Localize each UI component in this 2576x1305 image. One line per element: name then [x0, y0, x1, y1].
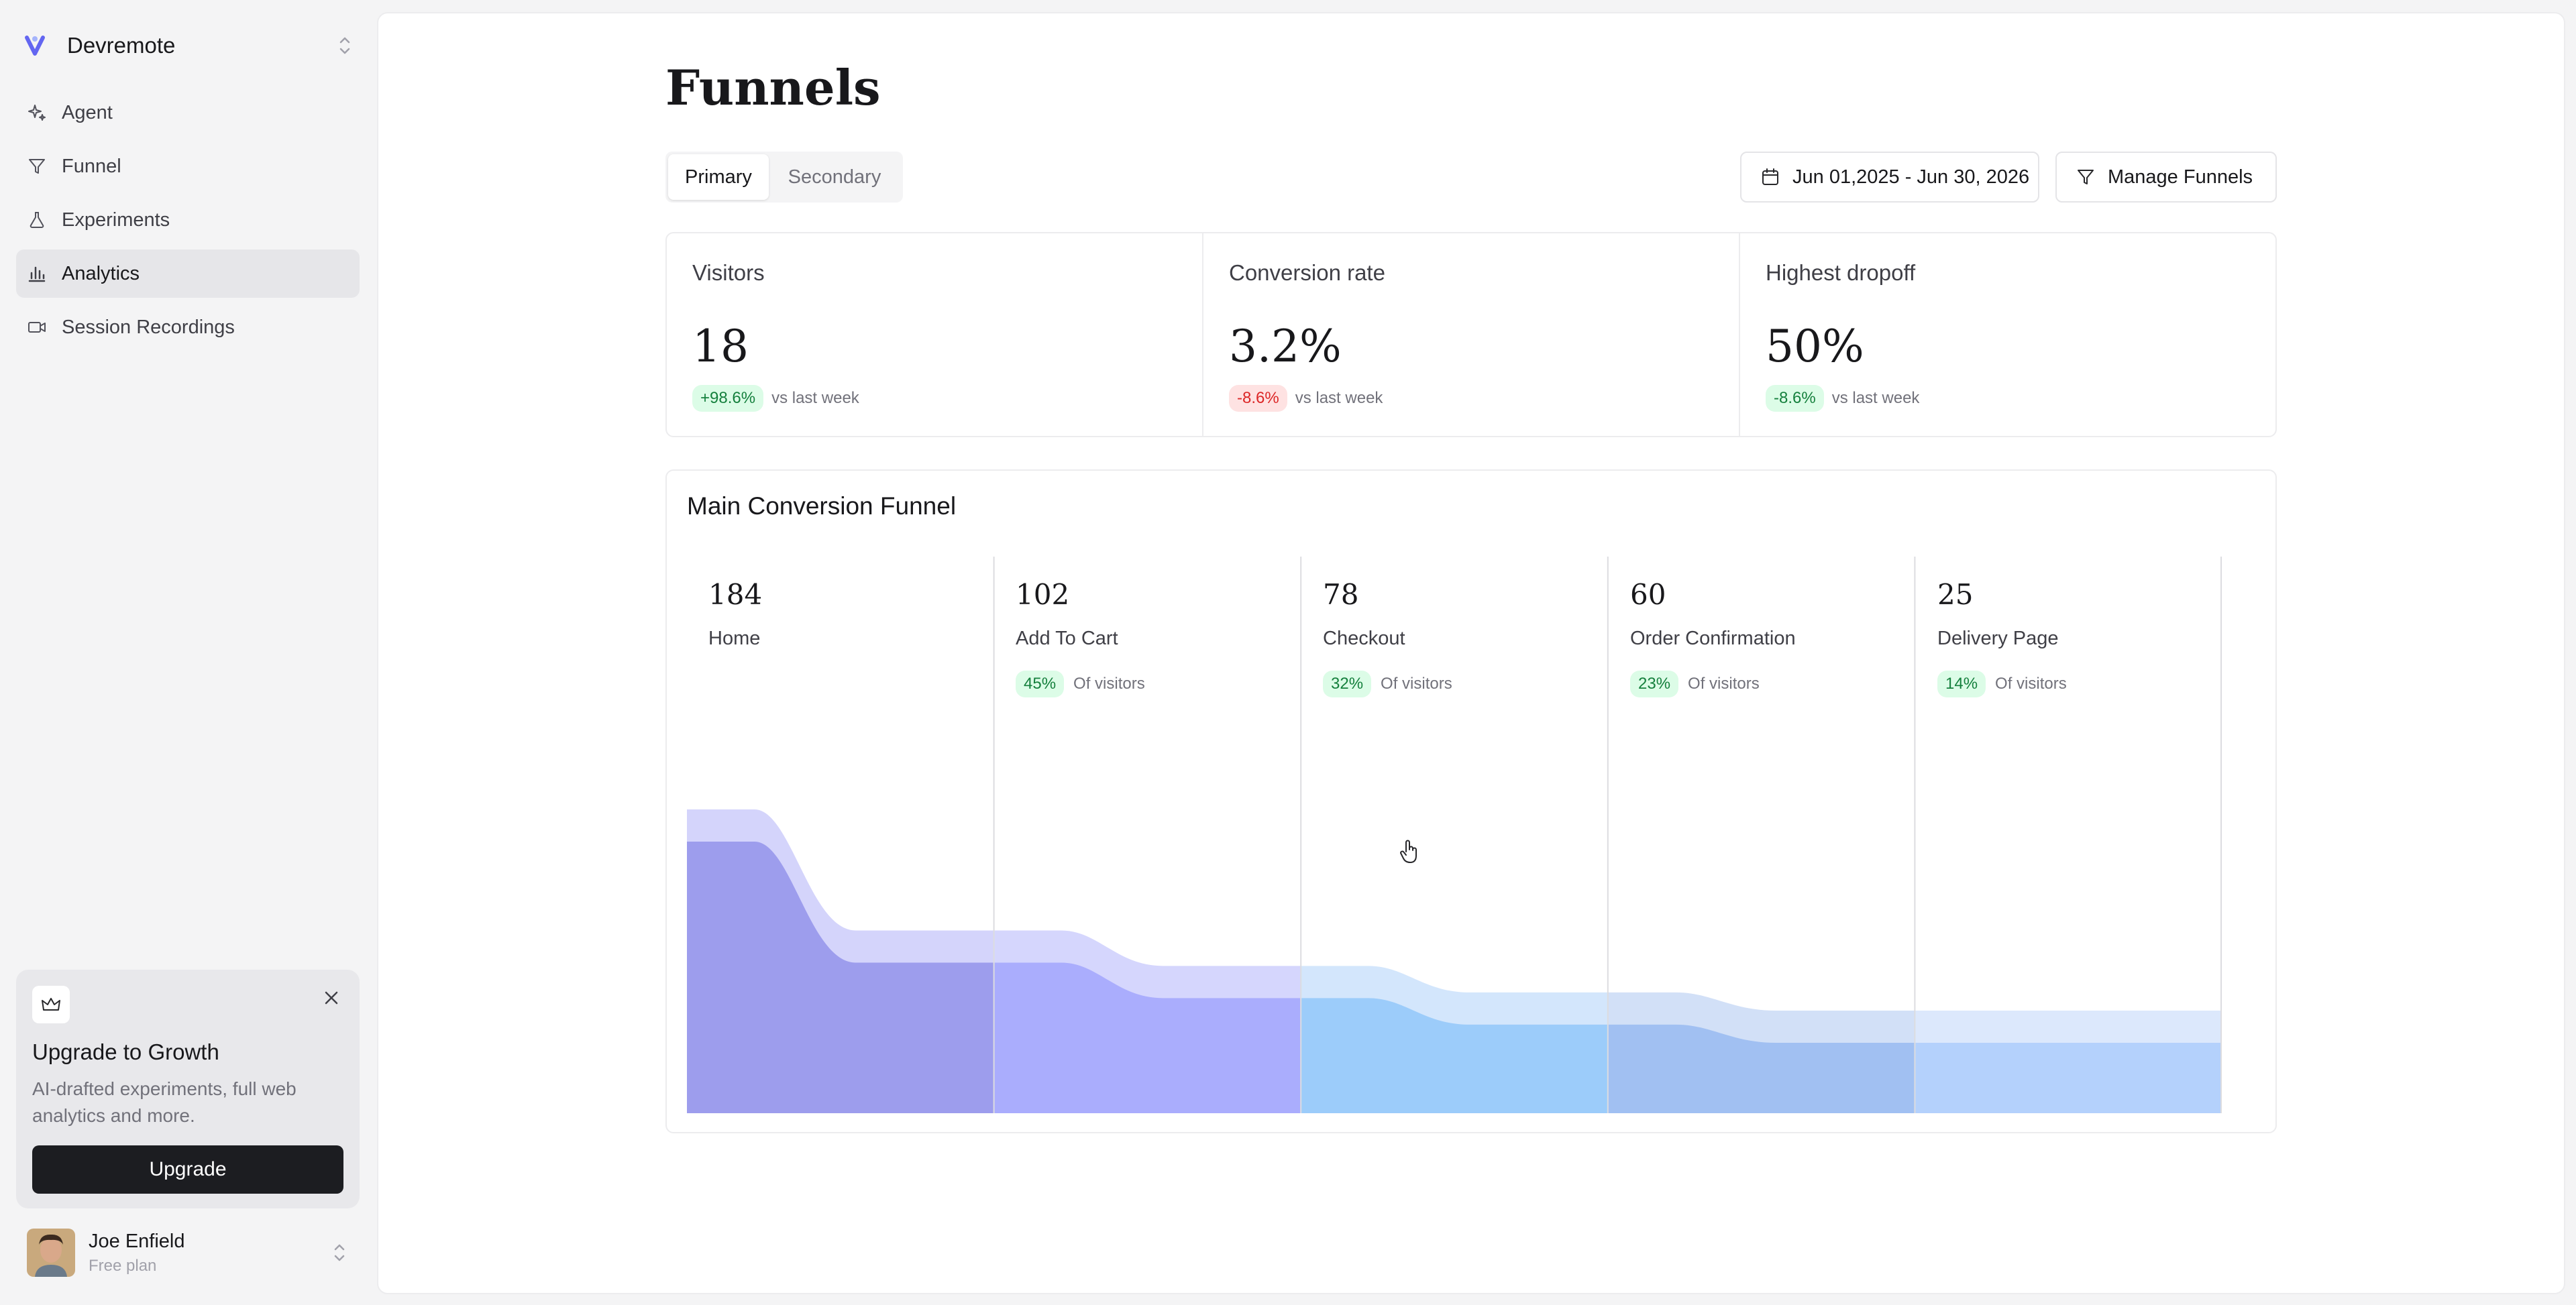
date-range-button[interactable]: Jun 01,2025 - Jun 30, 2026 [1740, 152, 2039, 203]
stat-value: 3.2% [1229, 321, 1342, 372]
workspace-switcher[interactable]: Devremote [16, 21, 354, 70]
change-badge: -8.6% [1229, 385, 1287, 412]
step-percent-badge: 32% [1323, 671, 1372, 697]
step-name: Delivery Page [1937, 628, 2059, 649]
step-count: 184 [708, 578, 763, 611]
step-percent-badge: 14% [1937, 671, 1986, 697]
calendar-icon [1762, 168, 1778, 185]
change-badge: -8.6% [1766, 385, 1824, 412]
funnel-step-home[interactable]: 184 Home [687, 557, 994, 1113]
page-title: Funnels [665, 59, 881, 116]
funnel-title: Main Conversion Funnel [687, 492, 957, 520]
tab-primary[interactable]: Primary [668, 154, 769, 200]
filter-icon [29, 159, 45, 174]
manage-funnels-label: Manage Funnels [2108, 166, 2253, 188]
step-name: Order Confirmation [1630, 628, 1796, 649]
stat-label: Visitors [692, 260, 765, 285]
bar-chart-icon [28, 266, 46, 282]
step-name: Checkout [1323, 628, 1405, 649]
sidebar: Devremote Agent Funnel Experiments Analy… [0, 0, 377, 1305]
filter-icon [2078, 170, 2094, 184]
sidebar-item-agent[interactable]: Agent [16, 89, 360, 137]
step-name: Home [708, 628, 761, 649]
funnel-chart: 184 Home 102 Add To Cart 45% Of visitors… [687, 557, 2222, 1113]
user-name: Joe Enfield [89, 1230, 185, 1252]
upgrade-description: AI-drafted experiments, full web analyti… [32, 1078, 297, 1126]
flask-icon [30, 212, 44, 228]
stat-highest-dropoff: Highest dropoff 50% -8.6% vs last week [1740, 233, 2275, 436]
funnel-step-add-to-cart[interactable]: 102 Add To Cart 45% Of visitors [994, 557, 1301, 1113]
funnel-segment [687, 842, 994, 1113]
step-percent-suffix: Of visitors [1381, 675, 1452, 693]
step-percent-suffix: Of visitors [1688, 675, 1760, 693]
step-count: 102 [1016, 578, 1070, 611]
step-percent-badge: 45% [1016, 671, 1065, 697]
step-percent-badge: 23% [1630, 671, 1679, 697]
change-suffix: vs last week [1295, 389, 1383, 407]
sidebar-item-label: Experiments [62, 209, 170, 231]
stat-conversion-rate: Conversion rate 3.2% -8.6% vs last week [1203, 233, 1740, 436]
manage-funnels-button[interactable]: Manage Funnels [2055, 152, 2277, 203]
close-icon[interactable] [319, 986, 343, 1010]
chevron-up-down-icon [334, 1244, 345, 1261]
main-panel: Funnels Primary Secondary Jun 01,2025 - … [377, 12, 2565, 1294]
funnel-segment [1915, 1043, 2222, 1113]
change-suffix: vs last week [1831, 389, 1920, 407]
workspace-logo-icon [16, 27, 54, 64]
stat-value: 50% [1766, 321, 1864, 372]
sidebar-item-label: Funnel [62, 155, 121, 177]
funnel-shape [687, 557, 2222, 1113]
sidebar-item-session-recordings[interactable]: Session Recordings [16, 303, 360, 351]
step-count: 60 [1630, 578, 1666, 611]
sidebar-item-label: Analytics [62, 262, 140, 284]
funnel-segment [1301, 998, 1608, 1113]
step-count: 78 [1323, 578, 1359, 611]
stats-row: Visitors 18 +98.6% vs last week Conversi… [665, 232, 2277, 437]
funnel-segment [1607, 1024, 1915, 1113]
step-count: 25 [1937, 578, 1974, 611]
funnel-step-checkout[interactable]: 78 Checkout 32% Of visitors [1301, 557, 1609, 1113]
stat-label: Conversion rate [1229, 260, 1385, 285]
chevron-up-down-icon [339, 37, 350, 54]
funnel-tabs: Primary Secondary [665, 152, 903, 203]
user-plan: Free plan [89, 1256, 157, 1275]
upgrade-button[interactable]: Upgrade [32, 1145, 343, 1194]
crown-icon [32, 986, 70, 1023]
workspace-name: Devremote [67, 33, 176, 58]
change-badge: +98.6% [692, 385, 764, 412]
sidebar-item-funnel[interactable]: Funnel [16, 142, 360, 190]
date-range-label: Jun 01,2025 - Jun 30, 2026 [1792, 166, 2030, 188]
hand-pointer-icon [1400, 840, 1417, 863]
funnel-step-delivery-page[interactable]: 25 Delivery Page 14% Of visitors [1916, 557, 2223, 1113]
stat-label: Highest dropoff [1766, 260, 1916, 285]
upgrade-card: Upgrade to Growth AI-drafted experiments… [16, 970, 360, 1208]
avatar [27, 1229, 75, 1277]
step-name: Add To Cart [1016, 628, 1118, 649]
sidebar-item-label: Session Recordings [62, 316, 235, 338]
tab-secondary[interactable]: Secondary [788, 166, 881, 188]
funnel-card: Main Conversion Funnel 184 Home 102 Add … [665, 469, 2277, 1133]
stat-value: 18 [692, 321, 749, 372]
funnel-segment [994, 962, 1301, 1113]
funnel-step-order-confirmation[interactable]: 60 Order Confirmation 23% Of visitors [1609, 557, 1916, 1113]
sidebar-item-label: Agent [62, 101, 113, 123]
user-menu[interactable]: Joe Enfield Free plan [16, 1221, 360, 1285]
video-icon [28, 322, 46, 333]
sparkle-icon [28, 105, 46, 121]
sidebar-item-analytics[interactable]: Analytics [16, 249, 360, 298]
stat-visitors: Visitors 18 +98.6% vs last week [667, 233, 1203, 436]
change-suffix: vs last week [771, 389, 859, 407]
upgrade-title: Upgrade to Growth [32, 1039, 219, 1064]
sidebar-item-experiments[interactable]: Experiments [16, 196, 360, 244]
sidebar-nav: Agent Funnel Experiments Analytics Sessi… [16, 89, 360, 357]
step-percent-suffix: Of visitors [1073, 675, 1145, 693]
step-percent-suffix: Of visitors [1995, 675, 2067, 693]
